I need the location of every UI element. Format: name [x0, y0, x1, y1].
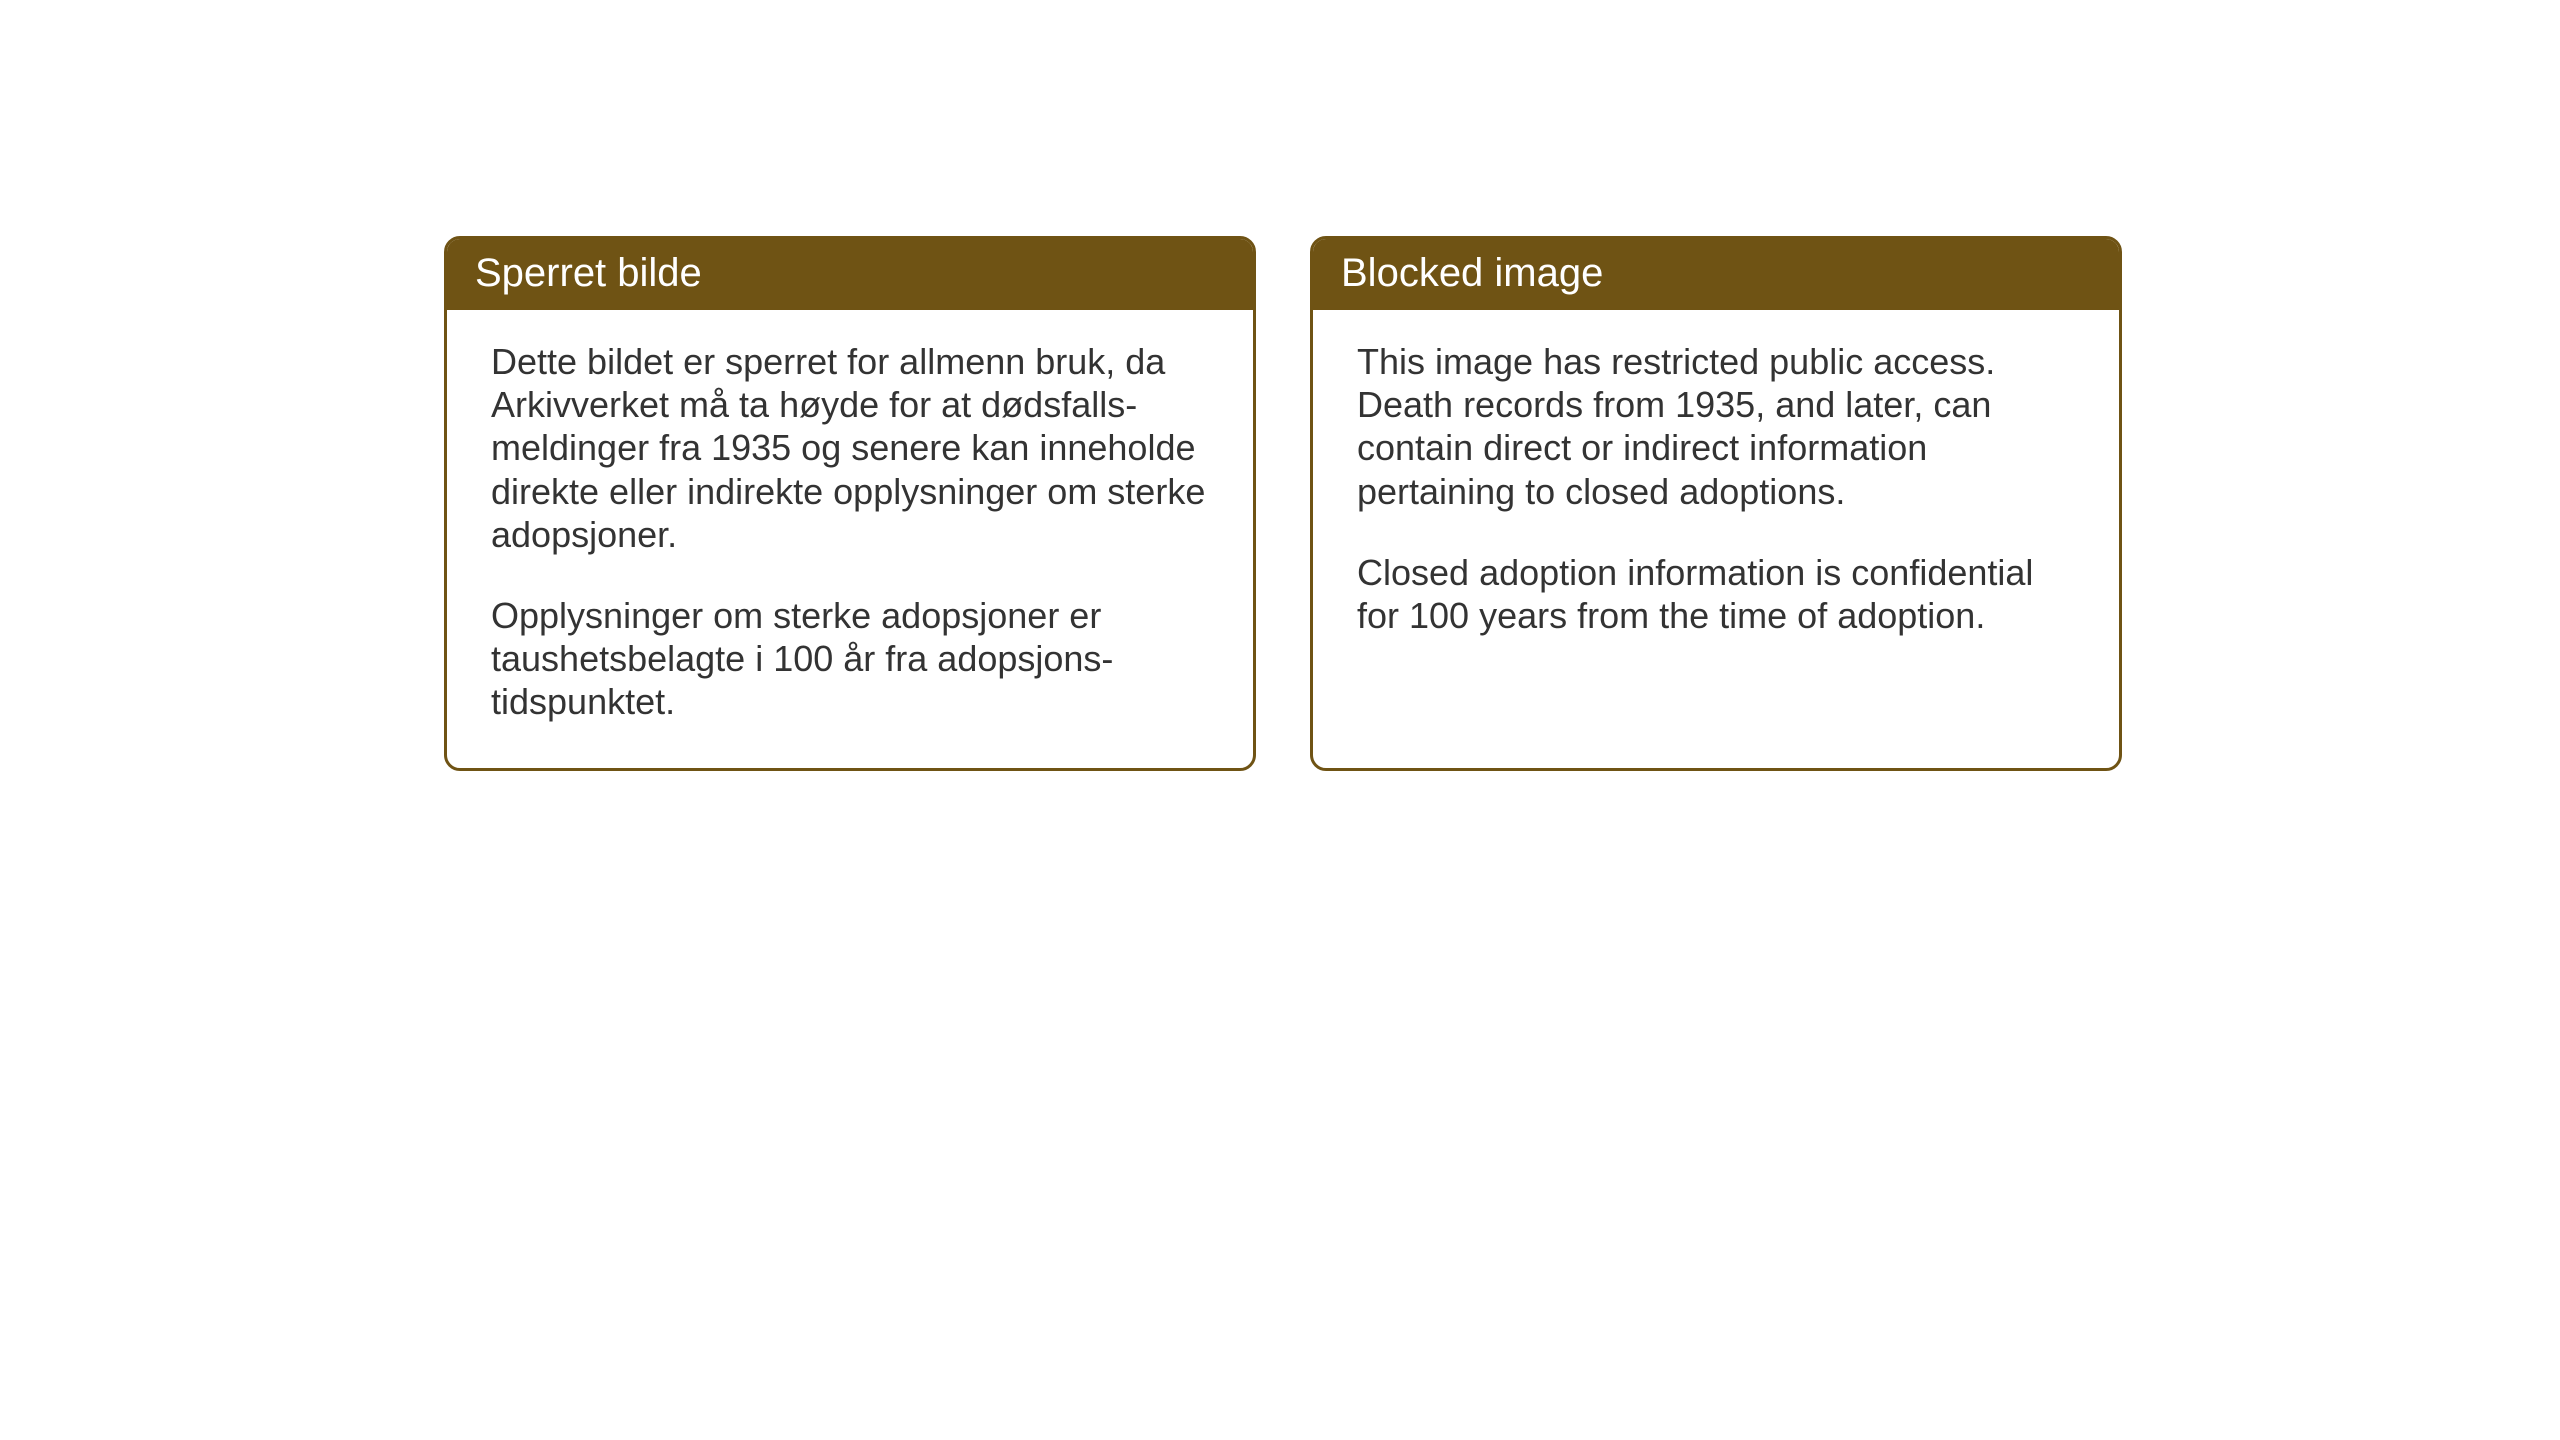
panel-english-body: This image has restricted public access.…	[1313, 310, 2119, 681]
panel-norwegian-header: Sperret bilde	[447, 239, 1253, 310]
panel-english-paragraph-2: Closed adoption information is confident…	[1357, 551, 2075, 637]
panel-norwegian-body: Dette bildet er sperret for allmenn bruk…	[447, 310, 1253, 768]
panel-norwegian-paragraph-2: Opplysninger om sterke adopsjoner er tau…	[491, 594, 1209, 724]
panels-container: Sperret bilde Dette bildet er sperret fo…	[0, 0, 2560, 771]
panel-english-header: Blocked image	[1313, 239, 2119, 310]
panel-english-paragraph-1: This image has restricted public access.…	[1357, 340, 2075, 513]
panel-english: Blocked image This image has restricted …	[1310, 236, 2122, 771]
panel-norwegian-paragraph-1: Dette bildet er sperret for allmenn bruk…	[491, 340, 1209, 556]
panel-norwegian: Sperret bilde Dette bildet er sperret fo…	[444, 236, 1256, 771]
